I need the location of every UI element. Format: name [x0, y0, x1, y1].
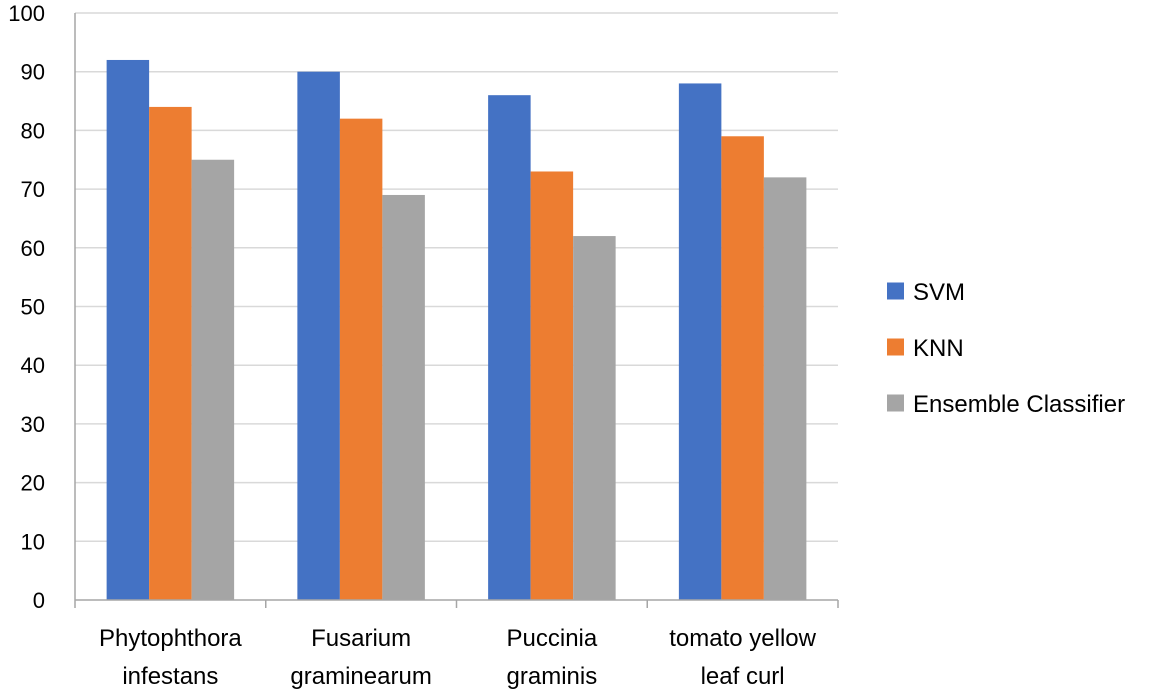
bar-ensemble-classifier-3	[763, 177, 807, 601]
y-tick-label: 60	[21, 236, 45, 261]
y-tick-label: 20	[21, 471, 45, 496]
legend-swatch-svm	[887, 282, 904, 300]
legend-label-ensemble-classifier: Ensemble Classifier	[913, 391, 1125, 418]
bar-svm-1	[297, 71, 340, 600]
legend-swatch-ensemble-classifier	[887, 394, 904, 412]
bar-ensemble-classifier-0	[191, 159, 235, 600]
x-tick-label: Phytophthora	[99, 625, 242, 652]
bars	[106, 59, 807, 601]
x-tick-label: Fusarium	[311, 625, 411, 652]
y-tick-label: 0	[33, 588, 45, 613]
bar-svm-2	[488, 95, 531, 601]
bar-ensemble-classifier-2	[573, 236, 616, 600]
y-tick-label: 40	[21, 353, 45, 378]
bar-knn-2	[530, 171, 574, 601]
legend-swatch-knn	[887, 338, 904, 356]
bar-svm-3	[678, 83, 722, 600]
x-tick-label: tomato yellow	[669, 625, 816, 652]
bar-ensemble-classifier-1	[382, 194, 425, 600]
y-tick-label: 30	[21, 412, 45, 437]
x-tick-label: graminearum	[290, 663, 431, 690]
axes: 0 10 20 30 40 50 60 70 80 90 100 Phytophthora infest…	[8, 1, 839, 690]
bar-knn-3	[721, 136, 764, 600]
x-tick-label: leaf curl	[701, 663, 785, 690]
y-tick-label: 100	[8, 1, 45, 26]
y-tick-label: 10	[21, 529, 45, 554]
y-tick-label: 70	[21, 177, 45, 202]
y-tick-label: 90	[21, 60, 45, 85]
x-tick-label: infestans	[122, 663, 218, 690]
bar-knn-1	[339, 118, 383, 600]
bar-svm-0	[106, 59, 150, 600]
bar-knn-0	[149, 106, 192, 601]
x-tick-label: Puccinia	[507, 625, 598, 652]
y-tick-label: 80	[21, 118, 45, 143]
x-tick-label: graminis	[507, 663, 598, 690]
legend: SVM KNN Ensemble Classifier	[887, 279, 1125, 418]
y-tick-label: 50	[21, 295, 45, 320]
legend-label-svm: SVM	[913, 279, 965, 306]
legend-label-knn: KNN	[913, 335, 964, 362]
